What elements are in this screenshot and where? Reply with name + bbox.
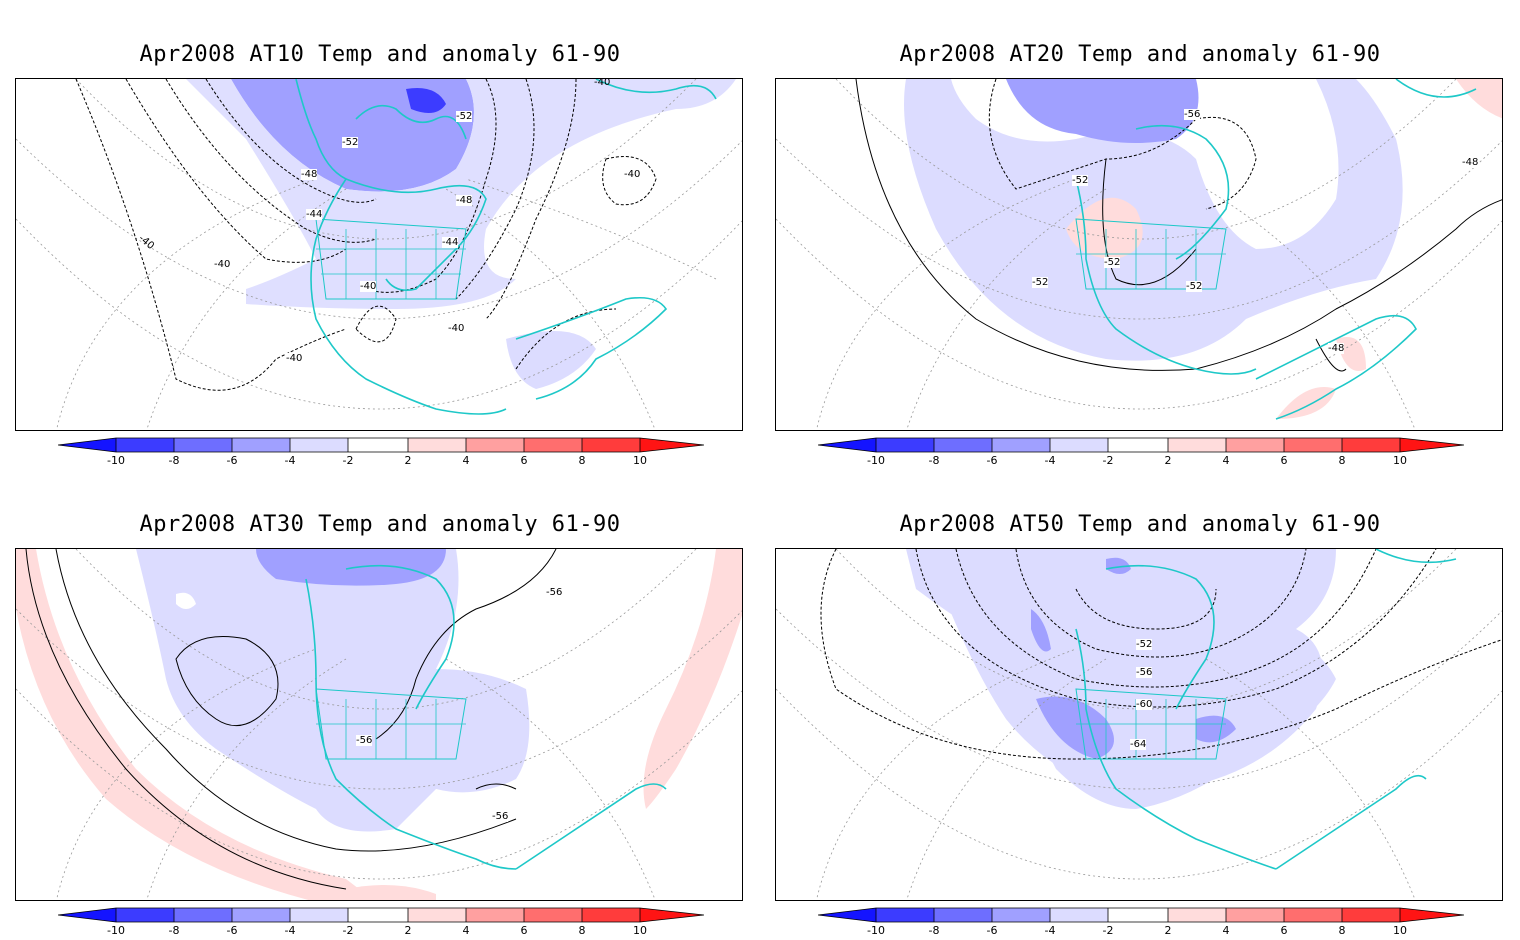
colorbar-scale — [58, 907, 704, 923]
contour-label: -48 — [1328, 343, 1345, 354]
panel-title: Apr2008 AT10 Temp and anomaly 61-90 — [139, 42, 621, 67]
colorbar: -10 -8 -6 -4 -2 2 4 6 8 10 — [58, 906, 704, 940]
colorbar-tick: 10 — [1393, 454, 1407, 467]
colorbar-tick: 2 — [404, 454, 412, 467]
colorbar-tick: -2 — [342, 924, 354, 937]
contour-label: -40 — [624, 169, 641, 180]
colorbar-tick: 8 — [1338, 454, 1346, 467]
contour-label: -52 — [1186, 281, 1203, 292]
panel-at50: Apr2008 AT50 Temp and anomaly 61-90 — [760, 470, 1520, 940]
panel-title: Apr2008 AT30 Temp and anomaly 61-90 — [139, 512, 621, 537]
contour-label: -52 — [1136, 639, 1153, 650]
colorbar-tick: 4 — [1222, 924, 1230, 937]
panel-title: Apr2008 AT20 Temp and anomaly 61-90 — [899, 42, 1381, 67]
colorbar-tick: -6 — [226, 924, 238, 937]
contour-label: -56 — [492, 811, 509, 822]
colorbar: -10 -8 -6 -4 -2 2 4 6 8 10 — [818, 906, 1464, 940]
colorbar-tick: -10 — [867, 454, 885, 467]
colorbar-tick: -2 — [342, 454, 354, 467]
map-at30: -56 -56 -56 — [15, 548, 743, 901]
colorbar-tick: -2 — [1102, 454, 1114, 467]
colorbar-tick: 2 — [1164, 924, 1172, 937]
colorbar-tick: 10 — [633, 924, 647, 937]
contour-label: -64 — [1130, 739, 1147, 750]
contour-label: -40 — [286, 353, 303, 364]
colorbar-tick: -4 — [284, 454, 296, 467]
contour-label: -56 — [356, 735, 373, 746]
colorbar-tick: -4 — [1044, 454, 1056, 467]
map-at50: -52 -56 -60 -64 — [775, 548, 1503, 901]
contour-label: -48 — [456, 195, 473, 206]
colorbar-tick: 6 — [520, 924, 528, 937]
contour-label: -48 — [301, 169, 318, 180]
colorbar-tick: -8 — [928, 454, 940, 467]
contour-label: -52 — [456, 111, 473, 122]
contour-label: -40 — [214, 259, 231, 270]
colorbar-scale — [818, 907, 1464, 923]
colorbar-tick: -8 — [168, 924, 180, 937]
colorbar-tick: -8 — [168, 454, 180, 467]
colorbar-tick: 8 — [578, 924, 586, 937]
contour-label: -44 — [442, 237, 459, 248]
contour-label: -52 — [1032, 277, 1049, 288]
colorbar-tick: 6 — [1280, 924, 1288, 937]
colorbar-tick: -2 — [1102, 924, 1114, 937]
colorbar-scale — [818, 437, 1464, 453]
contour-label: -52 — [1072, 175, 1089, 186]
colorbar-tick: 8 — [1338, 924, 1346, 937]
contour-label: -56 — [1184, 109, 1201, 120]
contour-label: -40 — [594, 78, 611, 88]
colorbar: -10 -8 -6 -4 -2 2 4 6 8 10 — [58, 436, 704, 470]
colorbar-tick: -10 — [867, 924, 885, 937]
panel-at20: Apr2008 AT20 Temp and anomaly 61-90 — [760, 0, 1520, 470]
colorbar-tick: -6 — [986, 454, 998, 467]
colorbar-tick: -4 — [284, 924, 296, 937]
colorbar-tick: -8 — [928, 924, 940, 937]
contour-label: -56 — [1136, 667, 1153, 678]
panel-at10: Apr2008 AT10 Temp and anomaly 61-90 — [0, 0, 760, 470]
colorbar-tick: 10 — [1393, 924, 1407, 937]
contour-label: -52 — [342, 137, 359, 148]
colorbar-tick: 2 — [1164, 454, 1172, 467]
colorbar-tick: -6 — [986, 924, 998, 937]
panel-title: Apr2008 AT50 Temp and anomaly 61-90 — [899, 512, 1381, 537]
contour-label: -60 — [1136, 699, 1153, 710]
contour-label: -40 — [360, 281, 377, 292]
map-at20: -56 -52 -52 -52 -52 -48 -48 — [775, 78, 1503, 431]
panel-at30: Apr2008 AT30 Temp and anomaly 61-90 — [0, 470, 760, 940]
colorbar-tick: 6 — [520, 454, 528, 467]
contour-label: -56 — [546, 587, 563, 598]
map-at10: -40 -52 -52 -48 -44 -48 -44 -40 -40 -40 … — [15, 78, 743, 431]
colorbar-tick: -10 — [107, 924, 125, 937]
colorbar-tick: -6 — [226, 454, 238, 467]
colorbar-tick: -10 — [107, 454, 125, 467]
colorbar-tick: 8 — [578, 454, 586, 467]
colorbar-tick: 2 — [404, 924, 412, 937]
colorbar-tick: 10 — [633, 454, 647, 467]
colorbar-tick: 4 — [462, 924, 470, 937]
colorbar-tick: 4 — [1222, 454, 1230, 467]
colorbar-tick: 4 — [462, 454, 470, 467]
contour-label: -44 — [306, 209, 323, 220]
colorbar-tick: -4 — [1044, 924, 1056, 937]
colorbar: -10 -8 -6 -4 -2 2 4 6 8 10 — [818, 436, 1464, 470]
contour-label: -40 — [448, 323, 465, 334]
contour-label: -52 — [1104, 257, 1121, 268]
colorbar-scale — [58, 437, 704, 453]
colorbar-tick: 6 — [1280, 454, 1288, 467]
contour-label: -48 — [1462, 157, 1479, 168]
